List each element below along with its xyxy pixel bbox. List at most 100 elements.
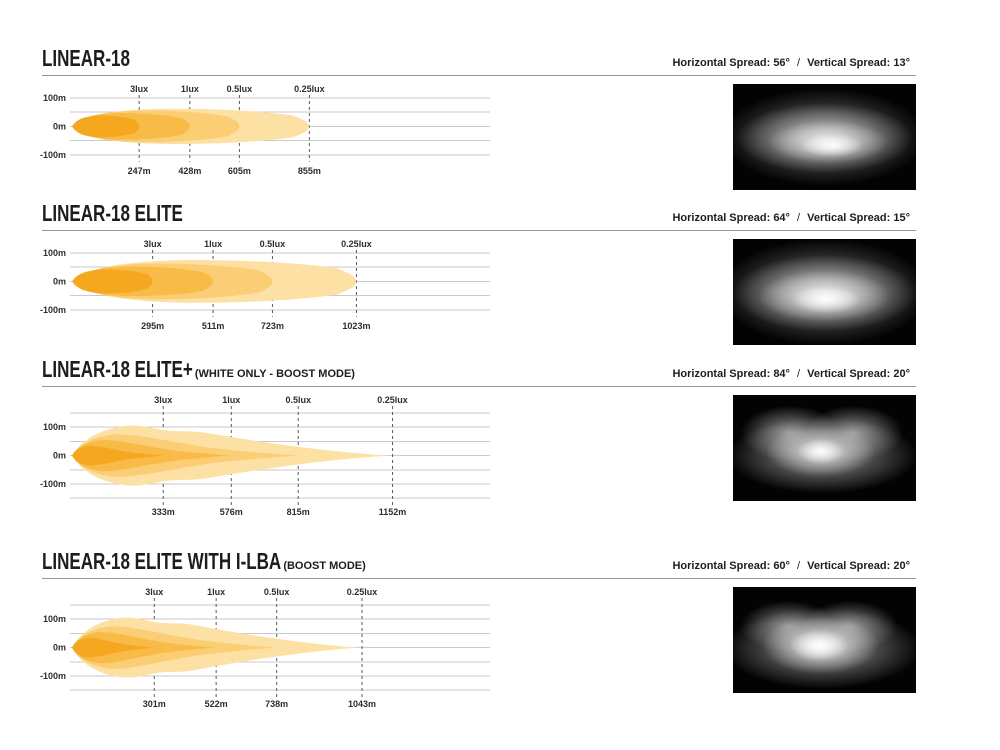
distance-label: 723m xyxy=(261,321,284,331)
vertical-spread-value: 13° xyxy=(893,57,910,69)
y-tick-label: 100m xyxy=(43,614,66,624)
distance-label: 295m xyxy=(141,321,164,331)
y-tick-label: -100m xyxy=(40,671,66,681)
section-title-text: LINEAR-18 xyxy=(42,45,130,71)
product-section: LINEAR-18 ELITE WITH I-LBA (BOOST MODE) H… xyxy=(40,547,916,710)
section-title-text: LINEAR-18 ELITE xyxy=(42,200,183,226)
distance-label: 815m xyxy=(287,507,310,517)
y-axis-labels: 100m 0m -100m xyxy=(40,422,66,489)
horizontal-spread-label: Horizontal Spread: xyxy=(672,368,774,380)
distance-label: 1043m xyxy=(348,699,376,709)
contour-3lux xyxy=(72,115,140,138)
isolux-chart: 100m 0m -100m 3lux 301m 1lux 522m 0.5lux 738m 0.2… xyxy=(40,587,490,709)
lux-label: 3lux xyxy=(145,587,163,597)
y-axis-labels: 100m 0m -100m xyxy=(40,93,66,160)
section-header: LINEAR-18 ELITE Horizontal Spread: 64° /… xyxy=(42,200,916,227)
spread-info: Horizontal Spread: 64° / Vertical Spread… xyxy=(672,212,910,224)
section-subtitle: (WHITE ONLY - BOOST MODE) xyxy=(194,368,355,380)
horizontal-spread-label: Horizontal Spread: xyxy=(672,560,774,572)
y-axis-labels: 100m 0m -100m xyxy=(40,248,66,315)
isolux-contours xyxy=(72,425,393,486)
section-header: LINEAR-18 Horizontal Spread: 56° / Verti… xyxy=(42,45,916,72)
y-tick-label: 100m xyxy=(43,93,66,103)
horizontal-spread-value: 56° xyxy=(773,57,790,69)
distance-label: 522m xyxy=(205,699,228,709)
marker-labels: 3lux 333m 1lux 576m 0.5lux 815m 0.25lux 1152m xyxy=(152,395,408,517)
marker-labels: 3lux 247m 1lux 428m 0.5lux 605m 0.25lux 855m xyxy=(128,84,325,176)
beam-photo xyxy=(733,239,916,345)
divider xyxy=(42,75,916,76)
isolux-chart: 100m 0m -100m 3lux 333m 1lux 576m 0.5lux 815m 0.2… xyxy=(40,395,490,517)
distance-label: 428m xyxy=(178,166,201,176)
section-title-text: LINEAR-18 ELITE WITH I-LBA xyxy=(42,548,282,574)
lux-marker-lines xyxy=(152,250,357,317)
lux-marker-lines xyxy=(138,95,310,162)
y-tick-label: -100m xyxy=(40,479,66,489)
spread-separator: / xyxy=(797,560,801,572)
section-title: LINEAR-18 ELITE+ (WHITE ONLY - BOOST MODE… xyxy=(42,356,355,383)
vertical-spread-value: 15° xyxy=(893,212,910,224)
vertical-spread-label: Vertical Spread: xyxy=(807,212,894,224)
lux-label: 3lux xyxy=(154,395,172,405)
y-tick-label: -100m xyxy=(40,150,66,160)
product-section: LINEAR-18 ELITE+ (WHITE ONLY - BOOST MODE… xyxy=(40,355,916,518)
vertical-spread-value: 20° xyxy=(893,368,910,380)
marker-labels: 3lux 295m 1lux 511m 0.5lux 723m 0.25lux 1023m xyxy=(141,239,372,331)
lux-label: 3lux xyxy=(130,84,148,94)
y-tick-label: 100m xyxy=(43,422,66,432)
distance-label: 576m xyxy=(220,507,243,517)
distance-label: 301m xyxy=(143,699,166,709)
contour-3lux xyxy=(72,637,155,658)
distance-label: 511m xyxy=(202,321,225,331)
distance-label: 605m xyxy=(228,166,251,176)
distance-label: 738m xyxy=(265,699,288,709)
isolux-chart: 100m 0m -100m 3lux 247m 1lux 428m 0.5lux 605m 0.2… xyxy=(40,84,490,176)
spread-separator: / xyxy=(797,57,801,69)
isolux-chart: 100m 0m -100m 3lux 295m 1lux 511m 0.5lux 723m 0.2… xyxy=(40,239,490,331)
isolux-contours xyxy=(72,260,357,303)
y-axis-labels: 100m 0m -100m xyxy=(40,614,66,681)
lux-label: 0.25lux xyxy=(294,84,325,94)
lux-label: 0.25lux xyxy=(347,587,378,597)
distance-label: 333m xyxy=(152,507,175,517)
section-header: LINEAR-18 ELITE+ (WHITE ONLY - BOOST MODE… xyxy=(42,356,916,383)
lux-label: 0.5lux xyxy=(227,84,253,94)
y-tick-label: 0m xyxy=(53,121,66,131)
distance-label: 247m xyxy=(128,166,151,176)
beam-photo xyxy=(733,84,916,190)
isolux-contours xyxy=(72,108,310,145)
section-title: LINEAR-18 ELITE xyxy=(42,200,185,227)
horizontal-spread-label: Horizontal Spread: xyxy=(672,212,774,224)
divider xyxy=(42,230,916,231)
beam-photo xyxy=(733,587,916,693)
lux-label: 0.25lux xyxy=(377,395,408,405)
vertical-spread-label: Vertical Spread: xyxy=(807,368,894,380)
lux-label: 0.5lux xyxy=(285,395,311,405)
lux-label: 0.5lux xyxy=(264,587,290,597)
section-title: LINEAR-18 ELITE WITH I-LBA (BOOST MODE) xyxy=(42,548,366,575)
section-title: LINEAR-18 xyxy=(42,45,132,72)
section-subtitle: (BOOST MODE) xyxy=(283,560,366,572)
beam-photo xyxy=(733,395,916,501)
lux-label: 1lux xyxy=(207,587,225,597)
horizontal-spread-value: 60° xyxy=(773,560,790,572)
lux-label: 1lux xyxy=(181,84,199,94)
lux-label: 0.25lux xyxy=(341,239,372,249)
product-section: LINEAR-18 ELITE Horizontal Spread: 64° /… xyxy=(40,199,916,345)
vertical-spread-value: 20° xyxy=(893,560,910,572)
y-tick-label: 0m xyxy=(53,643,66,653)
section-header: LINEAR-18 ELITE WITH I-LBA (BOOST MODE) H… xyxy=(42,548,916,575)
y-tick-label: 0m xyxy=(53,276,66,286)
horizontal-spread-value: 84° xyxy=(773,368,790,380)
horizontal-spread-label: Horizontal Spread: xyxy=(672,57,774,69)
lux-label: 1lux xyxy=(222,395,240,405)
lux-label: 1lux xyxy=(204,239,222,249)
distance-label: 1152m xyxy=(379,507,407,517)
contour-3lux xyxy=(72,269,153,294)
spread-info: Horizontal Spread: 84° / Vertical Spread… xyxy=(672,368,910,380)
distance-label: 1023m xyxy=(342,321,370,331)
distance-label: 855m xyxy=(298,166,321,176)
y-tick-label: 0m xyxy=(53,451,66,461)
lux-label: 3lux xyxy=(144,239,162,249)
divider xyxy=(42,386,916,387)
